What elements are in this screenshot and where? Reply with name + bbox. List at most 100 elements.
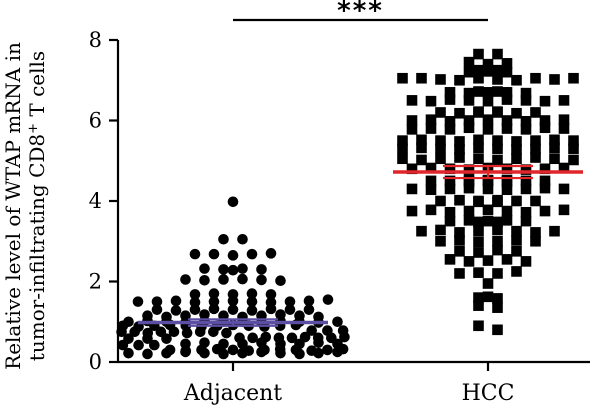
hcc-point [539,122,551,134]
hcc-point [530,135,541,146]
hcc-point [558,204,570,216]
hcc-point [539,95,551,107]
significance-stars: *** [337,0,384,26]
hcc-point [463,87,475,99]
adjacent-point [313,347,324,359]
hcc-point [444,94,456,105]
hcc-point [530,235,541,247]
adjacent-point [227,304,239,315]
hcc-point [444,206,456,218]
adjacent-point [218,274,229,285]
hcc-point [501,123,513,134]
hcc-point [558,183,570,195]
hcc-point [473,64,484,76]
hcc-point [406,95,418,106]
hcc-point [454,74,465,86]
y-axis-label-line-2-start: tumor-infiltrating CD8 [25,134,49,361]
y-tick-label: 8 [89,28,102,52]
adjacent-point [246,288,258,299]
hcc-point [482,204,494,216]
adjacent-point [161,347,172,359]
adjacent-point [189,289,201,300]
hcc-point [492,135,503,146]
hcc-point [530,195,541,207]
adjacent-point [116,326,127,338]
hcc-point [454,227,465,238]
adjacent-point [180,346,191,358]
x-category-label: Adjacent [183,381,282,406]
hcc-point [454,107,465,119]
hcc-point [435,74,446,85]
hcc-point [425,123,437,134]
hcc-point [397,143,408,154]
hcc-point [406,124,418,135]
hcc-point [435,195,446,207]
hcc-point [539,163,551,175]
hcc-point [463,256,475,267]
adjacent-point [265,303,277,315]
adjacent-point [275,347,286,359]
hcc-point [444,87,456,98]
hcc-point [492,64,503,76]
adjacent-point [208,288,220,299]
hcc-point [501,215,513,226]
hcc-point [539,182,551,194]
hcc-point [473,86,484,97]
hcc-point [511,266,522,277]
adjacent-point [208,326,219,338]
hcc-point [473,142,484,154]
adjacent-point [303,304,315,315]
adjacent-point [132,296,144,307]
hcc-point [530,143,541,154]
hcc-point [520,124,532,135]
hcc-point [416,225,427,237]
hcc-point [568,135,579,146]
hcc-point [444,163,456,175]
hcc-point [520,256,532,267]
adjacent-point [208,248,220,260]
hcc-point [492,154,503,166]
hcc-point [501,94,513,105]
hcc-point [425,95,437,107]
hcc-point [501,184,513,196]
hcc-point [492,86,503,97]
hcc-point [473,236,484,248]
hcc-point [549,142,560,154]
adjacent-point [129,326,140,338]
hcc-point [454,136,465,147]
adjacent-point [149,339,160,351]
hcc-point [492,293,503,304]
hcc-point [558,123,570,134]
hcc-point [482,114,494,125]
hcc-point [568,72,579,84]
adjacent-point [294,348,305,360]
adjacent-point [218,348,229,360]
adjacent-point [256,346,267,358]
hcc-point [501,66,513,78]
adjacent-point [339,331,350,343]
hcc-point [444,183,456,195]
hcc-point [425,204,437,216]
hcc-point [454,194,465,206]
hcc-point [482,255,494,266]
hcc-point [482,87,494,98]
hcc-point [492,48,503,60]
hcc-point [492,268,503,279]
hcc-point [444,175,456,187]
hcc-point [558,162,570,174]
adjacent-point [256,274,267,286]
hcc-point [473,196,484,208]
hcc-point [444,116,456,127]
adjacent-point [199,347,210,359]
y-axis-label-line-2: tumor-infiltrating CD8+ T cells [25,51,49,361]
data-points [116,48,579,360]
adjacent-point [237,273,248,285]
hcc-point [473,106,484,117]
hcc-point [435,135,446,146]
hcc-point [501,174,513,186]
adjacent-point [322,344,333,356]
adjacent-point [227,295,239,307]
hcc-point [473,153,484,165]
hcc-point [463,215,475,226]
adjacent-point [199,263,210,274]
